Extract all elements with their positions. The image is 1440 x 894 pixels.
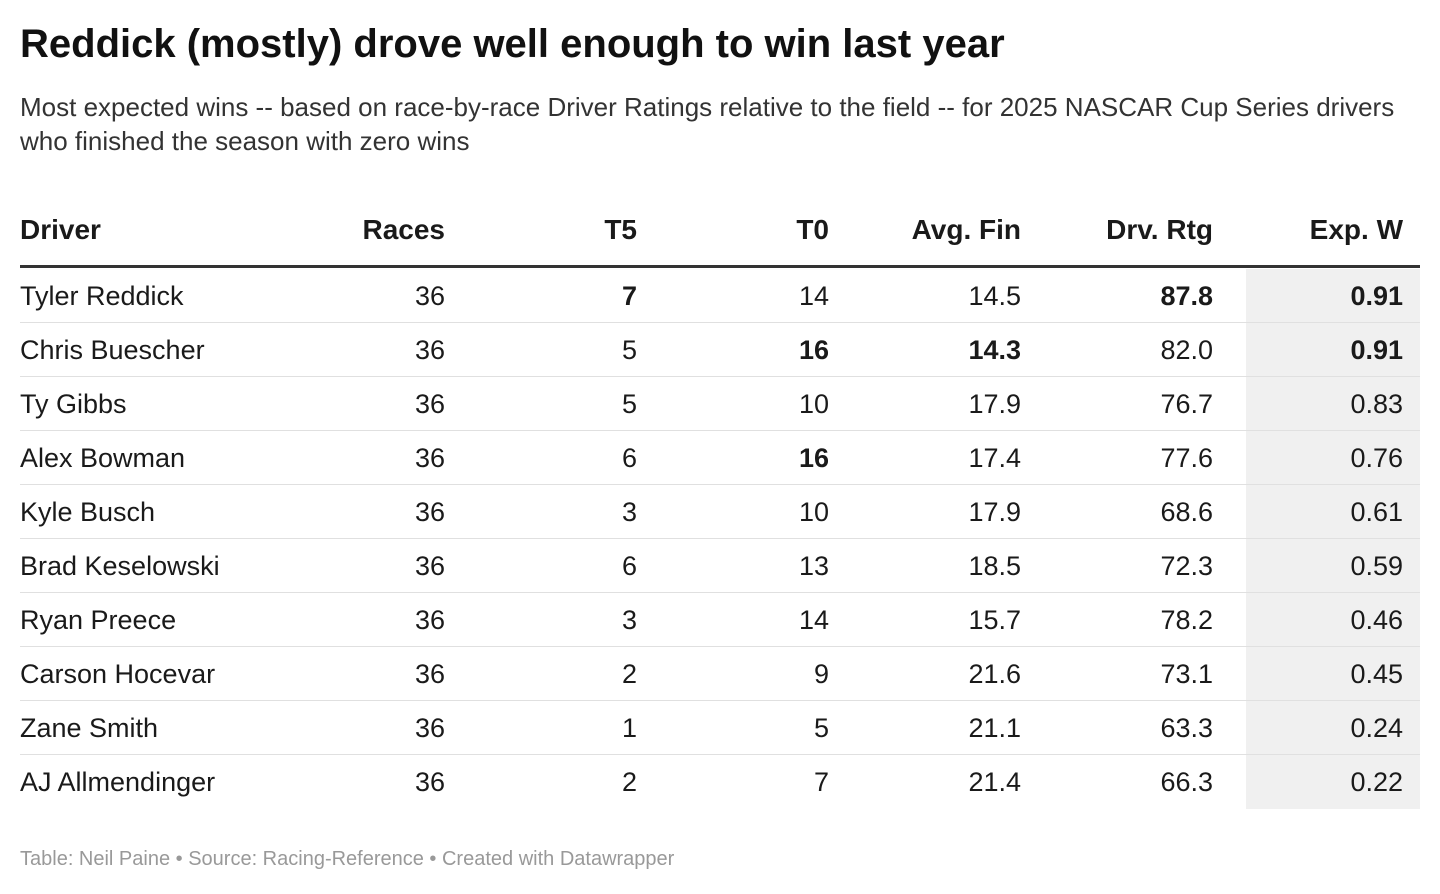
column-header: Drv. Rtg: [1106, 214, 1213, 245]
table-cell: 36: [414, 335, 445, 365]
table-cell: 21.4: [968, 767, 1021, 797]
table-cell: 72.3: [1160, 551, 1213, 581]
table-cell: 5: [621, 389, 637, 419]
driver-name: Ryan Preece: [20, 605, 177, 635]
column-header: Avg. Fin: [911, 214, 1021, 245]
table-cell: 6: [621, 443, 637, 473]
table-cell: 18.5: [968, 551, 1021, 581]
column-header: T0: [796, 214, 829, 245]
table-cell: 17.9: [968, 389, 1021, 419]
table-cell: 0.22: [1350, 767, 1403, 797]
table-cell: 16: [798, 443, 829, 473]
table-cell: 14.5: [968, 281, 1021, 311]
driver-name: Carson Hocevar: [20, 659, 216, 689]
shaded-column: [1246, 269, 1420, 809]
table-cell: 17.4: [968, 443, 1021, 473]
table-cell: 14: [798, 281, 829, 311]
table-cell: 1: [621, 713, 637, 743]
driver-name: AJ Allmendinger: [20, 767, 216, 797]
row-rule: [20, 322, 1420, 323]
table-cell: 73.1: [1160, 659, 1213, 689]
driver-name: Zane Smith: [20, 713, 159, 743]
table-cell: 0.46: [1350, 605, 1403, 635]
table-cell: 0.24: [1350, 713, 1403, 743]
driver-name: Chris Buescher: [20, 335, 205, 365]
row-rule: [20, 592, 1420, 593]
table-cell: 0.91: [1350, 281, 1403, 311]
header-rule: [20, 265, 1420, 268]
table-cell: 36: [414, 281, 445, 311]
column-header: Exp. W: [1309, 214, 1403, 245]
table-cell: 0.76: [1350, 443, 1403, 473]
table-cell: 2: [621, 659, 637, 689]
table-cell: 21.6: [968, 659, 1021, 689]
table-cell: 0.83: [1350, 389, 1403, 419]
table-cell: 0.61: [1350, 497, 1403, 527]
table-cell: 7: [621, 281, 637, 311]
table-cell: 78.2: [1160, 605, 1213, 635]
table-cell: 36: [414, 443, 445, 473]
table-cell: 76.7: [1160, 389, 1213, 419]
table-cell: 5: [621, 335, 637, 365]
table-cell: 15.7: [968, 605, 1021, 635]
table-cell: 2: [621, 767, 637, 797]
driver-name: Kyle Busch: [20, 497, 156, 527]
title: Reddick (mostly) drove well enough to wi…: [20, 22, 1005, 66]
column-header: T5: [604, 214, 637, 245]
column-header: Driver: [20, 214, 101, 245]
row-rule: [20, 376, 1420, 377]
table-cell: 0.59: [1350, 551, 1403, 581]
driver-name: Tyler Reddick: [20, 281, 184, 311]
table-cell: 21.1: [968, 713, 1021, 743]
subtitle: Most expected wins -- based on race-by-r…: [20, 92, 1395, 156]
table-cell: 3: [621, 605, 637, 635]
table-cell: 3: [621, 497, 637, 527]
table-cell: 17.9: [968, 497, 1021, 527]
table-cell: 36: [414, 767, 445, 797]
table-cell: 16: [798, 335, 829, 365]
table-cell: 14.3: [968, 335, 1021, 365]
row-rule: [20, 538, 1420, 539]
column-header: Races: [362, 214, 445, 245]
row-rule: [20, 700, 1420, 701]
table-cell: 36: [414, 713, 445, 743]
table-cell: 63.3: [1160, 713, 1213, 743]
table-cell: 6: [621, 551, 637, 581]
table-cell: 68.6: [1160, 497, 1213, 527]
driver-name: Alex Bowman: [20, 443, 186, 473]
table-cell: 36: [414, 659, 445, 689]
table-cell: 7: [813, 767, 829, 797]
table-cell: 0.91: [1350, 335, 1403, 365]
table-cell: 87.8: [1160, 281, 1213, 311]
footer: Table: Neil Paine • Source: Racing-Refer…: [20, 848, 675, 870]
table-cell: 13: [798, 551, 829, 581]
table-cell: 5: [813, 713, 829, 743]
row-rule: [20, 430, 1420, 431]
table-cell: 36: [414, 389, 445, 419]
table-cell: 9: [813, 659, 829, 689]
table-cell: 0.45: [1350, 659, 1403, 689]
row-rule: [20, 754, 1420, 755]
row-rule: [20, 646, 1420, 647]
table-cell: 10: [798, 389, 829, 419]
table-cell: 10: [798, 497, 829, 527]
driver-name: Ty Gibbs: [20, 389, 127, 419]
table-cell: 14: [798, 605, 829, 635]
table-cell: 66.3: [1160, 767, 1213, 797]
table-cell: 36: [414, 497, 445, 527]
driver-name: Brad Keselowski: [20, 551, 220, 581]
table-cell: 36: [414, 605, 445, 635]
table-cell: 77.6: [1160, 443, 1213, 473]
table-cell: 36: [414, 551, 445, 581]
row-rule: [20, 484, 1420, 485]
table-cell: 82.0: [1160, 335, 1213, 365]
